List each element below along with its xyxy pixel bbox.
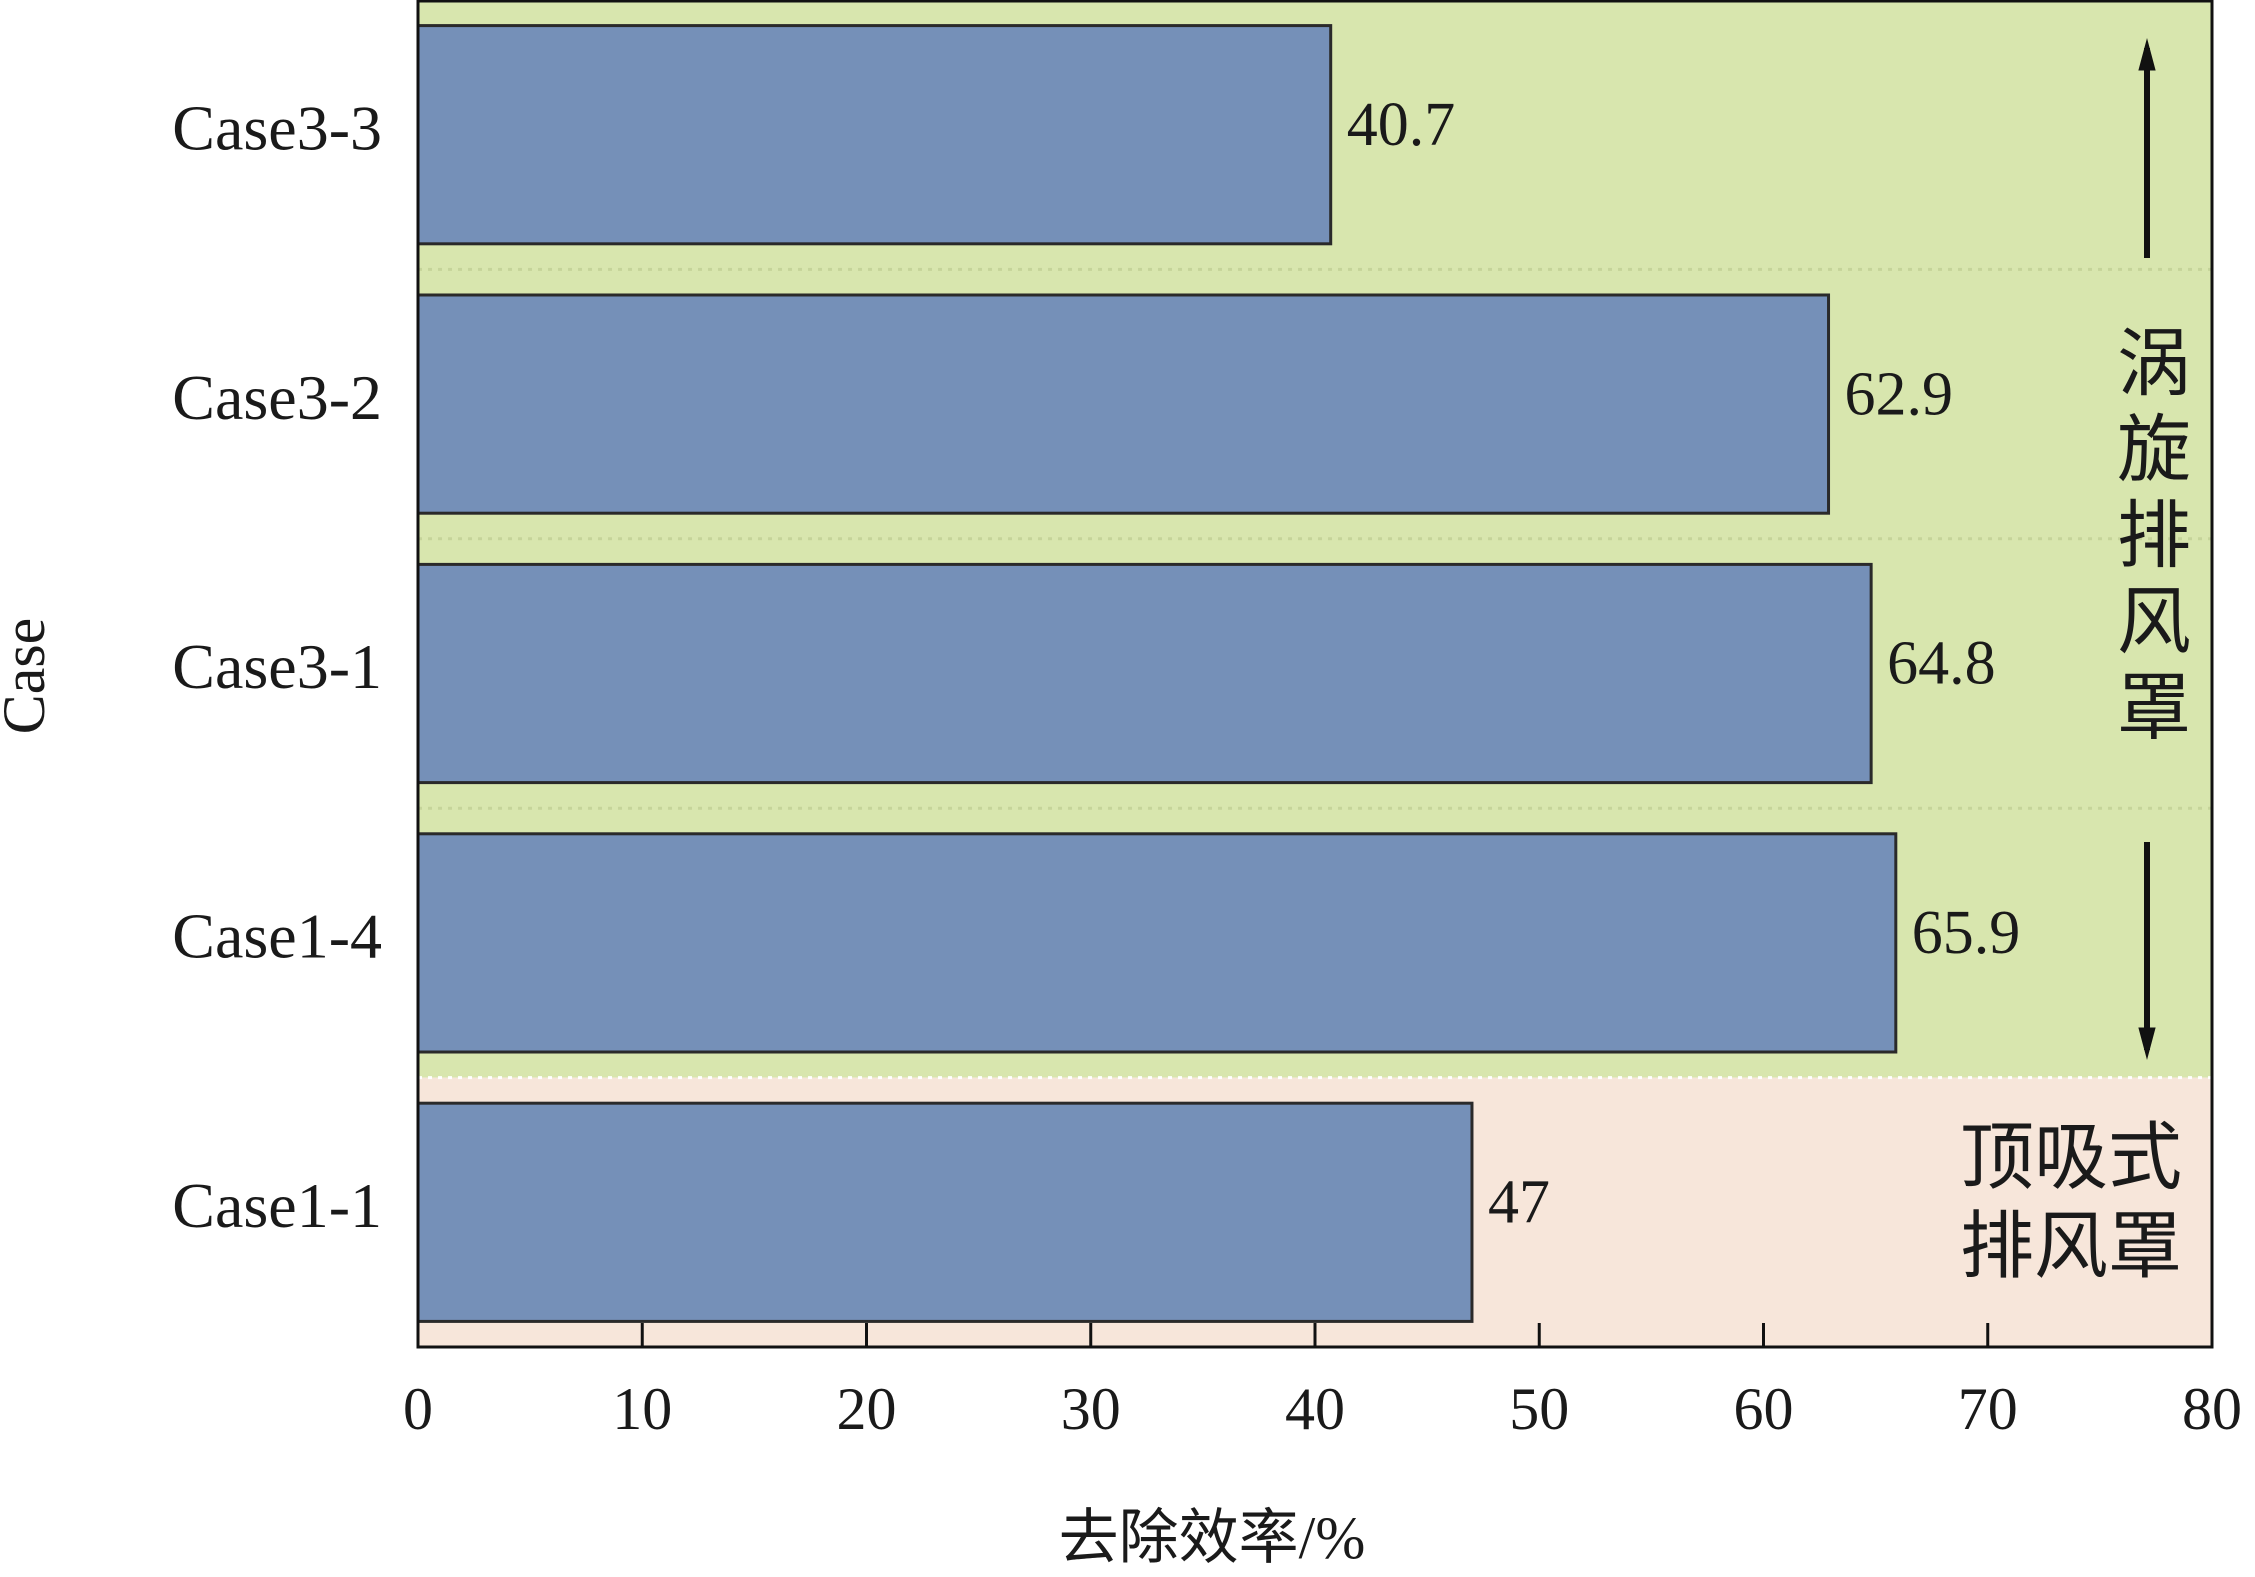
x-tick-label: 60 xyxy=(1734,1376,1794,1442)
x-tick-label: 50 xyxy=(1509,1376,1569,1442)
y-tick-label: Case1-4 xyxy=(172,901,382,972)
value-label: 62.9 xyxy=(1845,360,1954,428)
bar xyxy=(416,832,1898,1054)
y-tick-label: Case3-1 xyxy=(172,631,382,702)
bar xyxy=(416,562,1873,785)
value-label: 65.9 xyxy=(1912,899,2021,967)
value-label: 47 xyxy=(1488,1169,1550,1237)
plot: 40.7 Case3-3 62.9 Case3-2 64.8 Case3-1 65.9 Cas… xyxy=(172,0,2242,1442)
x-tick-label: 80 xyxy=(2182,1376,2242,1442)
bar xyxy=(416,1101,1474,1323)
bar xyxy=(416,24,1333,246)
x-tick-label: 0 xyxy=(403,1376,433,1442)
region-label: 顶吸式 xyxy=(1960,1115,2182,1201)
region-label: 涡旋排风罩 xyxy=(2104,324,2190,754)
arrow-head xyxy=(2138,1027,2156,1060)
x-tick-label: 40 xyxy=(1285,1376,1345,1442)
x-tick-label: 70 xyxy=(1958,1376,2018,1442)
bar xyxy=(416,293,1831,515)
x-tick-label: 10 xyxy=(612,1376,672,1442)
value-label: 40.7 xyxy=(1347,91,1456,159)
arrows xyxy=(2138,38,2156,1060)
x-axis-title: 去除效率/% xyxy=(1059,1505,1366,1571)
y-tick-label: Case3-2 xyxy=(172,362,382,433)
x-tick-label: 20 xyxy=(837,1376,897,1442)
value-label: 64.8 xyxy=(1887,630,1996,698)
region-label: 排风罩 xyxy=(1960,1204,2182,1290)
y-axis-title: Case xyxy=(0,618,57,735)
y-tick-label: Case1-1 xyxy=(172,1170,382,1241)
y-tick-label: Case3-3 xyxy=(172,92,382,163)
arrow-head xyxy=(2138,38,2156,71)
x-tick-label: 30 xyxy=(1061,1376,1121,1442)
